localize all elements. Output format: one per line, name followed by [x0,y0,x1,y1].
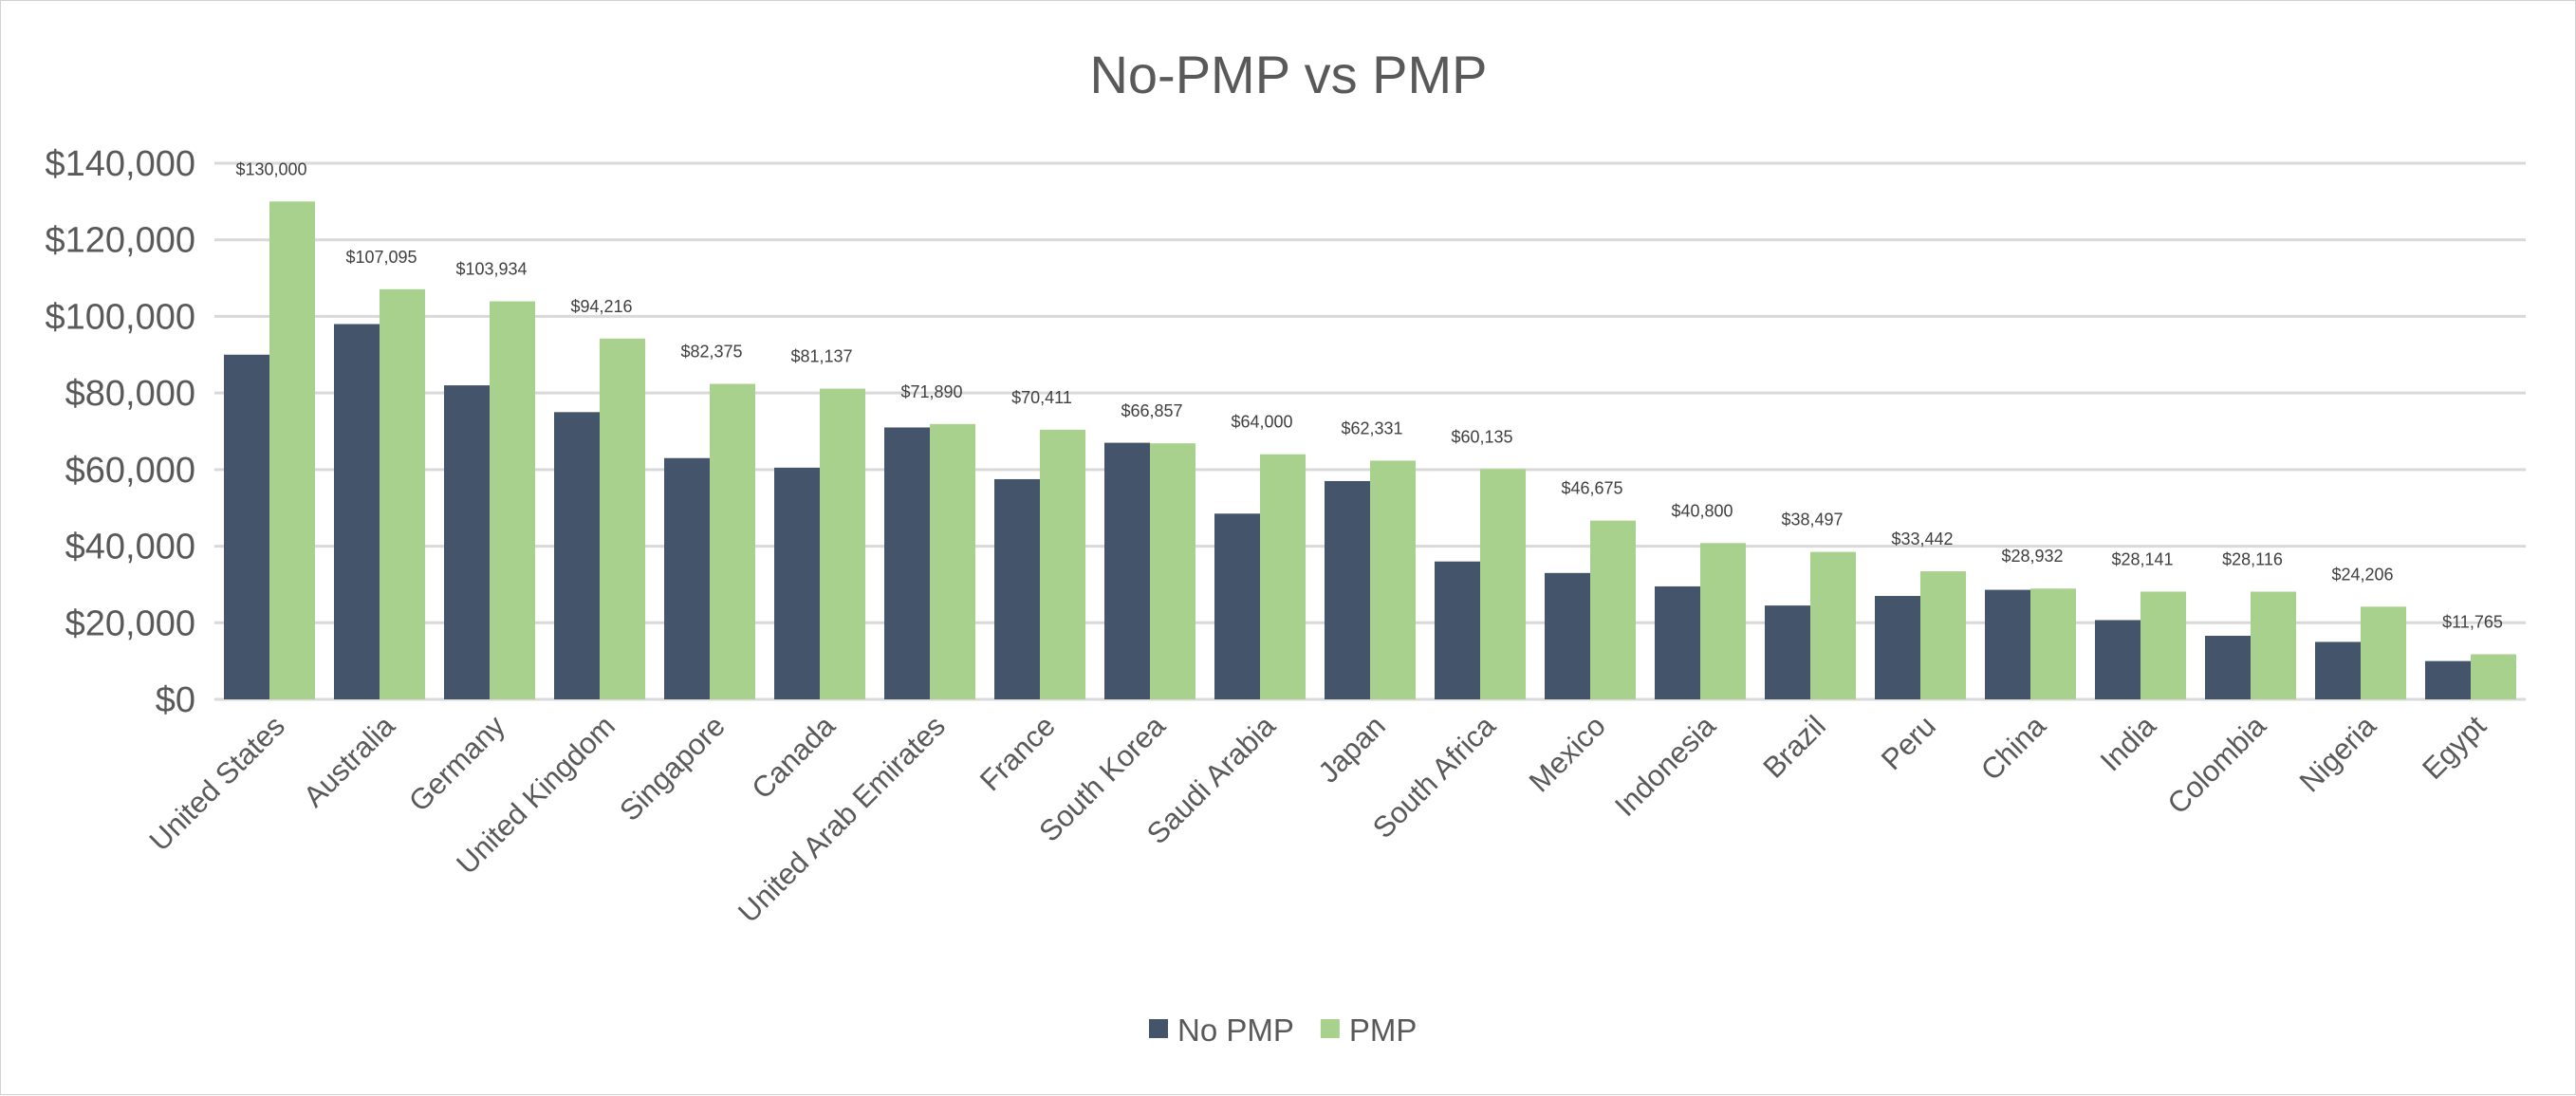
y-tick-label: $0 [156,680,195,720]
bar-no-pmp [884,427,930,699]
bar-no-pmp [1655,585,1700,699]
bar-no-pmp [664,457,710,699]
bar-pmp [380,288,425,699]
x-tick-label: Germany [402,709,511,818]
bar-no-pmp [554,412,600,699]
bar-no-pmp [1985,589,2030,699]
bar-pmp [1590,520,1636,699]
bar-no-pmp [994,478,1040,699]
legend-label: No PMP [1177,1012,1294,1048]
legend-swatch [1320,1019,1340,1038]
bar-no-pmp [224,354,269,699]
y-tick-label: $120,000 [46,221,196,261]
bar-pmp [600,338,645,699]
legend: No PMP PMP [1149,1012,1417,1048]
data-label: $28,116 [2222,550,2283,569]
bar-pmp [1810,551,1856,699]
bar-no-pmp [774,467,820,699]
bar-pmp [1480,469,1526,699]
bar-pmp [2471,654,2516,699]
bar-pmp [1260,454,1306,699]
data-label: $33,442 [1891,529,1953,548]
bar-no-pmp [1545,572,1590,699]
y-tick-label: $40,000 [65,528,195,567]
x-tick-label: France [973,709,1062,797]
x-tick-label: United States [143,709,291,857]
data-label: $24,206 [2331,565,2393,584]
bar-pmp [930,423,975,699]
bar-no-pmp [1875,596,1920,699]
bar-no-pmp [1214,513,1260,699]
legend-label: PMP [1349,1012,1418,1048]
data-label: $60,135 [1451,427,1512,446]
y-tick-label: $60,000 [65,451,195,491]
bar-pmp [820,388,865,699]
bar-no-pmp [1104,442,1150,699]
chart-title: No-PMP vs PMP [1089,45,1487,104]
bar-no-pmp [2315,641,2361,699]
y-tick-label: $20,000 [65,604,195,643]
bar-no-pmp [444,385,490,699]
bar-no-pmp [1765,605,1810,699]
x-tick-label: Indonesia [1608,709,1722,823]
data-label: $103,934 [455,260,527,279]
data-label: $46,675 [1561,479,1622,498]
data-label: $38,497 [1781,511,1843,529]
data-label: $11,765 [2442,613,2503,632]
x-tick-label: India [2094,709,2163,778]
bar-pmp [1150,443,1195,699]
y-tick-label: $100,000 [46,297,196,337]
x-tick-label: Nigeria [2293,709,2383,799]
bar-pmp [1370,460,1416,699]
bar-no-pmp [1325,480,1370,699]
y-tick-label: $80,000 [65,374,195,414]
data-label: $66,857 [1121,401,1182,420]
data-label: $82,375 [680,343,742,362]
bar-no-pmp [2095,620,2140,699]
x-tick-label: United Arab Emirates [732,709,952,929]
x-tick-label: China [1974,709,2053,788]
bar-no-pmp [2425,660,2471,699]
x-tick-label: Egypt [2416,709,2493,786]
data-label: $28,932 [2001,547,2063,566]
bar-no-pmp [334,324,380,699]
data-label: $94,216 [570,297,632,316]
data-label: $81,137 [790,347,852,366]
x-tick-label: Colombia [2161,709,2273,821]
x-tick-label: Singapore [613,709,732,827]
bar-pmp [2140,591,2186,699]
bar-pmp [269,201,315,699]
x-tick-label: Australia [297,709,402,814]
data-label: $28,141 [2111,549,2173,568]
x-tick-label: Mexico [1523,709,1612,798]
bar-pmp [710,383,755,699]
bar-pmp [2361,606,2406,699]
data-label: $71,890 [900,382,962,401]
x-tick-label: Canada [745,709,842,806]
x-tick-label: Japan [1311,709,1391,789]
data-label: $62,331 [1341,418,1402,437]
data-label: $130,000 [235,159,306,178]
data-label: $70,411 [1011,388,1072,407]
x-tick-label: Brazil [1756,709,1832,785]
bar-no-pmp [1435,561,1480,699]
bar-pmp [490,301,535,699]
x-tick-label: Peru [1875,709,1942,776]
data-label: $40,800 [1671,501,1733,520]
bar-pmp [2251,591,2296,699]
bar-no-pmp [2205,636,2251,699]
bar-pmp [2030,588,2076,699]
data-label: $107,095 [345,248,417,267]
y-tick-label: $140,000 [46,144,196,184]
bar-pmp [1040,429,1085,699]
legend-swatch [1149,1019,1168,1038]
data-label: $64,000 [1231,413,1292,432]
bar-pmp [1920,571,1966,699]
bar-pmp [1700,543,1746,699]
